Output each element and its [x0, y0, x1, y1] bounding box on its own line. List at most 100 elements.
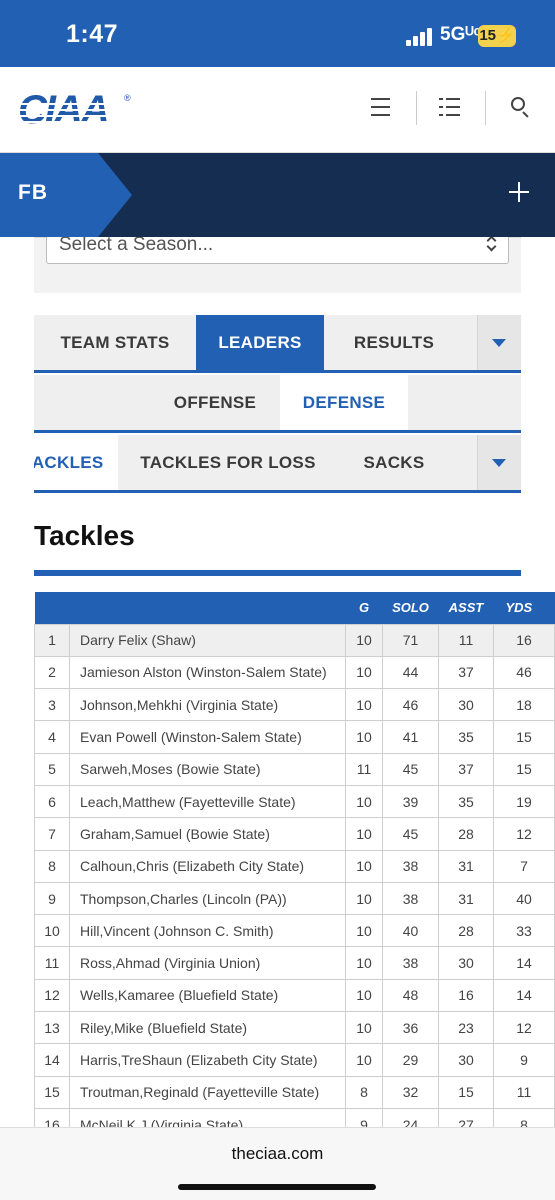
games-cell: 10 [345, 849, 383, 883]
section-title: Tackles [34, 520, 135, 551]
rank-cell: 4 [34, 720, 70, 754]
plus-icon[interactable] [509, 182, 529, 202]
player-name-cell[interactable]: Harris,TreShaun (Elizabeth City State) [69, 1043, 346, 1077]
assists-cell: 15 [438, 1075, 494, 1109]
col-name [69, 592, 346, 624]
tab-tackles[interactable]: TACKLES [34, 435, 118, 490]
assists-cell: 23 [438, 1011, 494, 1045]
player-name-cell[interactable]: Troutman,Reginald (Fayetteville State) [69, 1075, 346, 1109]
player-name-cell[interactable]: Graham,Samuel (Bowie State) [69, 817, 346, 851]
tab-team-stats[interactable]: TEAM STATS [60, 333, 170, 352]
solo-cell: 48 [382, 978, 439, 1013]
solo-cell: 38 [382, 946, 439, 980]
solo-cell: 38 [382, 849, 439, 883]
season-select[interactable]: Select a Season... [46, 237, 509, 264]
yards-cell: 12 [493, 1011, 555, 1045]
assists-cell: 30 [438, 1043, 494, 1077]
player-name-cell[interactable]: Riley,Mike (Bluefield State) [69, 1011, 346, 1045]
col-yds[interactable]: YDS [493, 592, 555, 624]
table-header: G SOLO ASST YDS [34, 592, 555, 624]
player-name-cell[interactable]: Hill,Vincent (Johnson C. Smith) [69, 914, 346, 948]
browser-url-bar[interactable]: theciaa.com [0, 1127, 555, 1200]
rank-cell: 13 [34, 1011, 70, 1045]
solo-cell: 41 [382, 720, 439, 754]
player-name-cell[interactable]: Johnson,Mehkhi (Virginia State) [69, 688, 346, 722]
rank-cell: 3 [34, 688, 70, 722]
col-asst[interactable]: ASST [438, 592, 494, 624]
tab-offense[interactable]: OFFENSE [173, 393, 257, 412]
tab-sacks[interactable]: SACKS [363, 453, 425, 472]
rank-cell: 10 [34, 914, 70, 948]
table-row: 15 Troutman,Reginald (Fayetteville State)… [34, 1075, 555, 1109]
table-row: 5 Sarweh,Moses (Bowie State) 11 45 37 15 [34, 752, 555, 786]
ciaa-logo[interactable]: CIAA [18, 87, 138, 133]
rank-cell: 15 [34, 1075, 70, 1109]
category-tabs-more[interactable] [477, 435, 521, 490]
games-cell: 10 [345, 946, 383, 980]
table-row: 3 Johnson,Mehkhi (Virginia State) 10 46 30 18 [34, 688, 555, 722]
list-menu-icon[interactable] [439, 95, 463, 119]
table-row: 16 McNeil,K.J (Virginia State) 9 24 27 8 [34, 1107, 555, 1127]
solo-cell: 38 [382, 881, 439, 916]
hamburger-menu-icon[interactable] [369, 95, 393, 119]
rank-cell: 16 [34, 1107, 70, 1127]
games-cell: 10 [345, 817, 383, 851]
games-cell: 10 [345, 914, 383, 948]
player-name-cell[interactable]: Leach,Matthew (Fayetteville State) [69, 784, 346, 819]
table-row: 2 Jamieson Alston (Winston-Salem State) 10… [34, 655, 555, 690]
col-solo[interactable]: SOLO [382, 592, 439, 624]
player-name-cell[interactable]: Darry Felix (Shaw) [69, 623, 346, 657]
yards-cell: 46 [493, 655, 555, 690]
caret-down-icon [492, 459, 506, 467]
tab-leaders[interactable]: LEADERS [196, 315, 324, 370]
table-row: 8 Calhoun,Chris (Elizabeth City State) 10 3… [34, 849, 555, 883]
solo-cell: 71 [382, 623, 439, 657]
yards-cell: 11 [493, 1075, 555, 1109]
player-name-cell[interactable]: Wells,Kamaree (Bluefield State) [69, 978, 346, 1013]
rank-cell: 11 [34, 946, 70, 980]
rank-cell: 2 [34, 655, 70, 690]
rank-cell: 9 [34, 881, 70, 916]
home-indicator[interactable] [178, 1184, 376, 1190]
tab-defense[interactable]: DEFENSE [280, 375, 408, 430]
sport-tab[interactable] [0, 153, 98, 237]
table-row: 10 Hill,Vincent (Johnson C. Smith) 10 40 28 3… [34, 914, 555, 948]
assists-cell: 35 [438, 720, 494, 754]
table-row: 11 Ross,Ahmad (Virginia Union) 10 38 30 14 [34, 946, 555, 980]
games-cell: 9 [345, 1107, 383, 1127]
rank-cell: 5 [34, 752, 70, 786]
search-icon[interactable] [509, 95, 533, 119]
col-g[interactable]: G [345, 592, 383, 624]
player-name-cell[interactable]: Sarweh,Moses (Bowie State) [69, 752, 346, 786]
battery-level: 15 [479, 27, 496, 44]
primary-tabs: TEAM STATS LEADERS RESULTS [34, 315, 521, 373]
header-divider [485, 91, 486, 125]
yards-cell: 7 [493, 849, 555, 883]
tab-results[interactable]: RESULTS [353, 333, 435, 352]
games-cell: 10 [345, 881, 383, 916]
registered-mark: ® [124, 93, 131, 103]
games-cell: 10 [345, 720, 383, 754]
rank-cell: 7 [34, 817, 70, 851]
player-name-cell[interactable]: Jamieson Alston (Winston-Salem State) [69, 655, 346, 690]
yards-cell: 9 [493, 1043, 555, 1077]
primary-tabs-more[interactable] [477, 315, 521, 370]
rank-cell: 12 [34, 978, 70, 1013]
player-name-cell[interactable]: Evan Powell (Winston-Salem State) [69, 720, 346, 754]
tab-tackles-for-loss[interactable]: TACKLES FOR LOSS [140, 453, 316, 472]
player-name-cell[interactable]: Calhoun,Chris (Elizabeth City State) [69, 849, 346, 883]
table-row: 9 Thompson,Charles (Lincoln (PA)) 10 38 31 40 [34, 881, 555, 916]
network-label: 5Gᵁᶜ [440, 24, 481, 45]
yards-cell: 40 [493, 881, 555, 916]
player-name-cell[interactable]: Ross,Ahmad (Virginia Union) [69, 946, 346, 980]
sport-bar: FB [0, 153, 555, 237]
games-cell: 10 [345, 623, 383, 657]
games-cell: 10 [345, 784, 383, 819]
url-text: theciaa.com [231, 1144, 324, 1163]
player-name-cell[interactable]: Thompson,Charles (Lincoln (PA)) [69, 881, 346, 916]
rank-cell: 6 [34, 784, 70, 819]
updown-chevron-icon [486, 237, 498, 253]
assists-cell: 11 [438, 623, 494, 657]
player-name-cell[interactable]: McNeil,K.J (Virginia State) [69, 1107, 346, 1127]
yards-cell: 15 [493, 752, 555, 786]
